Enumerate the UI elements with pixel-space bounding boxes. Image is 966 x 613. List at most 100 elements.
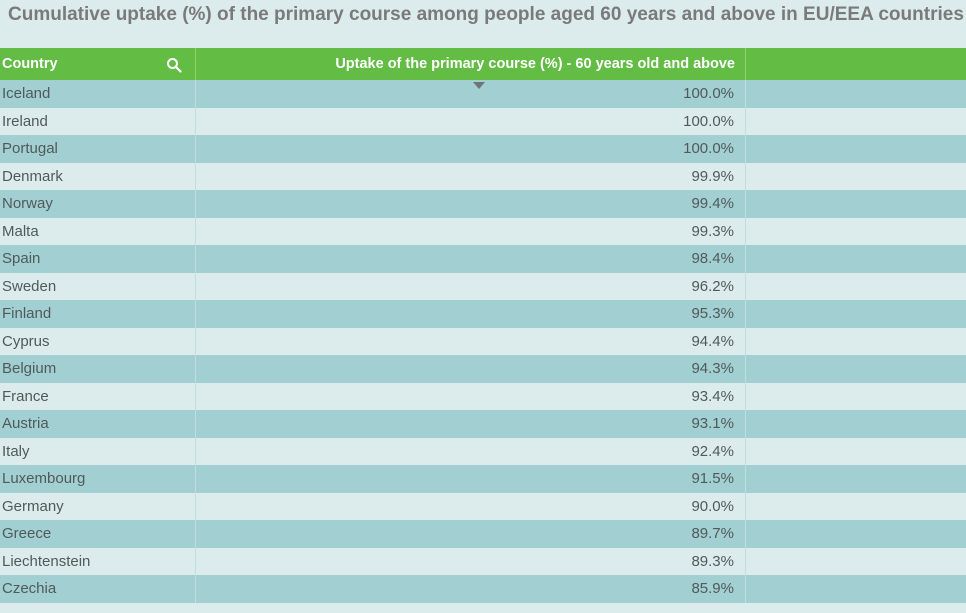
uptake-value: 91.5% bbox=[691, 470, 734, 488]
table-row[interactable]: Greece 89.7% bbox=[0, 520, 966, 548]
row-filler bbox=[746, 245, 966, 273]
row-filler bbox=[746, 300, 966, 328]
row-filler bbox=[746, 328, 966, 356]
uptake-value: 94.3% bbox=[691, 360, 734, 378]
uptake-value: 85.9% bbox=[691, 580, 734, 598]
country-cell: Malta bbox=[0, 217, 196, 245]
country-cell: Belgium bbox=[0, 355, 196, 383]
table-row[interactable]: Cyprus 94.4% bbox=[0, 327, 966, 356]
country-column-header[interactable]: Country bbox=[0, 48, 196, 80]
row-filler bbox=[746, 520, 966, 548]
country-cell: Luxembourg bbox=[0, 465, 196, 493]
table-row[interactable]: Finland 95.3% bbox=[0, 300, 966, 328]
table-row[interactable]: Sweden 96.2% bbox=[0, 272, 966, 301]
country-cell: Germany bbox=[0, 492, 196, 520]
sort-descending-icon[interactable] bbox=[473, 82, 485, 89]
uptake-value: 95.3% bbox=[691, 305, 734, 323]
uptake-cell: 90.0% bbox=[196, 492, 746, 520]
country-cell: Iceland bbox=[0, 80, 196, 108]
country-cell: Ireland bbox=[0, 107, 196, 135]
row-filler bbox=[746, 383, 966, 411]
table-row[interactable]: Germany 90.0% bbox=[0, 492, 966, 521]
uptake-cell: 100.0% bbox=[196, 107, 746, 135]
row-filler bbox=[746, 163, 966, 191]
uptake-value: 89.7% bbox=[691, 525, 734, 543]
uptake-value: 94.4% bbox=[691, 332, 734, 350]
uptake-cell: 93.1% bbox=[196, 410, 746, 438]
table-row[interactable]: Portugal 100.0% bbox=[0, 135, 966, 163]
country-cell: Portugal bbox=[0, 135, 196, 163]
uptake-value: 90.0% bbox=[691, 497, 734, 515]
row-filler bbox=[746, 355, 966, 383]
row-filler bbox=[746, 135, 966, 163]
row-filler bbox=[746, 438, 966, 466]
table-body: Iceland 100.0% Ireland 100.0% Portugal 100.0%… bbox=[0, 80, 966, 603]
table-row[interactable]: Luxembourg 91.5% bbox=[0, 465, 966, 493]
uptake-value: 93.1% bbox=[691, 415, 734, 433]
table-row[interactable]: Italy 92.4% bbox=[0, 437, 966, 466]
country-cell: Cyprus bbox=[0, 327, 196, 355]
uptake-cell: 99.4% bbox=[196, 190, 746, 218]
country-cell: Liechtenstein bbox=[0, 547, 196, 575]
country-cell: Finland bbox=[0, 300, 196, 328]
table-row[interactable]: Malta 99.3% bbox=[0, 217, 966, 246]
country-cell: Spain bbox=[0, 245, 196, 273]
table-row[interactable]: Liechtenstein 89.3% bbox=[0, 547, 966, 576]
country-cell: Sweden bbox=[0, 272, 196, 300]
table-header: Country Uptake of the primary course (%)… bbox=[0, 48, 966, 80]
uptake-value: 100.0% bbox=[683, 112, 734, 130]
row-filler bbox=[746, 80, 966, 108]
row-filler bbox=[746, 575, 966, 603]
uptake-cell: 99.9% bbox=[196, 162, 746, 190]
uptake-value: 99.4% bbox=[691, 195, 734, 213]
table-row[interactable]: Ireland 100.0% bbox=[0, 107, 966, 136]
uptake-cell: 93.4% bbox=[196, 382, 746, 410]
country-cell: Norway bbox=[0, 190, 196, 218]
uptake-value: 96.2% bbox=[691, 277, 734, 295]
uptake-cell: 91.5% bbox=[196, 465, 746, 493]
row-filler bbox=[746, 548, 966, 576]
country-cell: Czechia bbox=[0, 575, 196, 603]
uptake-cell: 100.0% bbox=[196, 80, 746, 108]
uptake-cell: 96.2% bbox=[196, 272, 746, 300]
uptake-cell: 94.3% bbox=[196, 355, 746, 383]
table-row[interactable]: Norway 99.4% bbox=[0, 190, 966, 218]
table-row[interactable]: Belgium 94.3% bbox=[0, 355, 966, 383]
table-row[interactable]: Denmark 99.9% bbox=[0, 162, 966, 191]
table-row[interactable]: Czechia 85.9% bbox=[0, 575, 966, 603]
row-filler bbox=[746, 108, 966, 136]
uptake-value: 100.0% bbox=[683, 85, 734, 103]
row-filler bbox=[746, 218, 966, 246]
uptake-value: 98.4% bbox=[691, 250, 734, 268]
uptake-cell: 89.7% bbox=[196, 520, 746, 548]
row-filler bbox=[746, 273, 966, 301]
country-cell: France bbox=[0, 382, 196, 410]
uptake-column-header[interactable]: Uptake of the primary course (%) - 60 ye… bbox=[196, 48, 746, 80]
uptake-cell: 95.3% bbox=[196, 300, 746, 328]
row-filler bbox=[746, 410, 966, 438]
uptake-value: 92.4% bbox=[691, 442, 734, 460]
table-row[interactable]: France 93.4% bbox=[0, 382, 966, 411]
page-title: Cumulative uptake (%) of the primary cou… bbox=[8, 4, 964, 25]
row-filler bbox=[746, 465, 966, 493]
row-filler bbox=[746, 493, 966, 521]
data-table: Country Uptake of the primary course (%)… bbox=[0, 48, 966, 603]
country-header-label: Country bbox=[2, 56, 58, 72]
country-cell: Austria bbox=[0, 410, 196, 438]
uptake-cell: 94.4% bbox=[196, 327, 746, 355]
row-filler bbox=[746, 190, 966, 218]
table-row[interactable]: Spain 98.4% bbox=[0, 245, 966, 273]
table-row[interactable]: Austria 93.1% bbox=[0, 410, 966, 438]
uptake-cell: 89.3% bbox=[196, 547, 746, 575]
search-icon[interactable] bbox=[166, 57, 182, 73]
table-row[interactable]: Iceland 100.0% bbox=[0, 80, 966, 108]
uptake-header-label: Uptake of the primary course (%) - 60 ye… bbox=[335, 56, 735, 72]
uptake-value: 100.0% bbox=[683, 140, 734, 158]
uptake-cell: 92.4% bbox=[196, 437, 746, 465]
uptake-value: 89.3% bbox=[691, 552, 734, 570]
uptake-cell: 98.4% bbox=[196, 245, 746, 273]
uptake-value: 99.9% bbox=[691, 167, 734, 185]
country-cell: Italy bbox=[0, 437, 196, 465]
country-cell: Denmark bbox=[0, 162, 196, 190]
uptake-value: 99.3% bbox=[691, 222, 734, 240]
